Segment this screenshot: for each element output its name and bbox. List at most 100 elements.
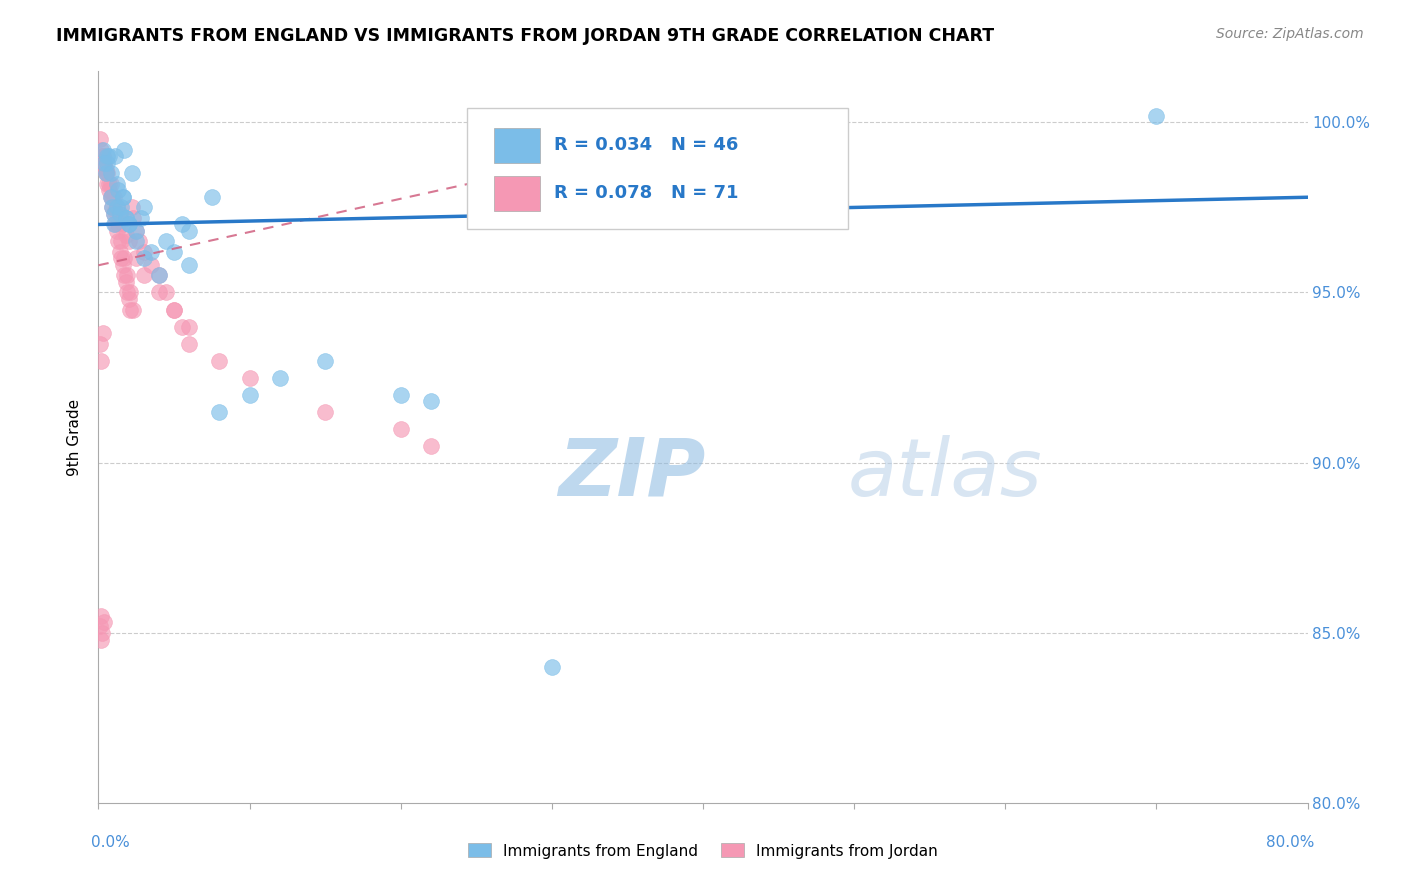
Point (314, 404, 336, 418)
Point (105, 177, 128, 191)
Point (107, 235, 129, 249)
Point (104, 149, 127, 163)
Point (128, 235, 150, 249)
Point (91, 143, 114, 157)
Point (96, 166, 118, 180)
Point (389, 421, 412, 435)
Bar (494, 176, 540, 211)
Point (107, 183, 129, 197)
Point (101, 201, 124, 215)
Point (104, 203, 127, 218)
Point (105, 201, 128, 215)
Point (93, 615, 115, 630)
Point (125, 235, 148, 249)
Bar (494, 128, 540, 163)
Point (121, 166, 143, 180)
Point (125, 252, 148, 266)
Point (93, 156, 115, 170)
Point (121, 201, 143, 215)
Point (132, 252, 155, 266)
Point (101, 190, 124, 204)
Point (208, 353, 231, 368)
Point (89, 336, 111, 351)
Point (148, 268, 170, 283)
Point (132, 268, 155, 283)
Point (91, 149, 114, 163)
Point (163, 244, 186, 259)
Point (132, 244, 155, 259)
Point (170, 319, 193, 334)
Point (110, 252, 132, 266)
Point (201, 190, 224, 204)
Point (148, 285, 170, 300)
Point (112, 143, 135, 157)
Point (96, 156, 118, 170)
Point (155, 235, 177, 249)
Point (107, 218, 129, 232)
Text: R = 0.034   N = 46: R = 0.034 N = 46 (554, 136, 738, 154)
Point (90, 632, 112, 647)
Point (103, 190, 125, 204)
Point (108, 207, 131, 221)
Point (420, 439, 443, 453)
Point (111, 190, 134, 204)
Point (122, 211, 145, 225)
Text: ZIP: ZIP (558, 434, 706, 513)
Point (122, 302, 145, 317)
Point (91, 625, 114, 640)
Point (93, 160, 115, 174)
Point (105, 201, 128, 215)
Text: Source: ZipAtlas.com: Source: ZipAtlas.com (1216, 27, 1364, 41)
Point (103, 207, 125, 221)
Point (125, 224, 148, 238)
Point (118, 293, 141, 307)
Point (101, 201, 124, 215)
Point (114, 227, 136, 242)
Point (91, 149, 114, 163)
Point (114, 275, 136, 289)
Point (105, 224, 128, 238)
Point (120, 285, 142, 300)
Text: atlas: atlas (848, 434, 1043, 513)
Point (314, 353, 336, 368)
Point (90, 143, 112, 157)
Point (100, 166, 122, 180)
Point (118, 218, 141, 232)
Point (1146, 109, 1168, 123)
Point (163, 302, 186, 317)
Point (90, 149, 112, 163)
Point (141, 244, 163, 259)
Point (98, 149, 121, 163)
Point (111, 258, 134, 272)
Point (239, 387, 262, 401)
Point (179, 258, 201, 272)
Point (93, 156, 115, 170)
Point (100, 190, 122, 204)
Point (132, 201, 155, 215)
Point (208, 404, 231, 418)
Point (110, 235, 132, 249)
Point (141, 258, 163, 272)
Point (96, 149, 118, 163)
Point (170, 218, 193, 232)
Point (179, 319, 201, 334)
Point (90, 353, 112, 368)
Y-axis label: 9th Grade: 9th Grade (67, 399, 83, 475)
Point (269, 370, 291, 384)
Point (98, 183, 121, 197)
Point (118, 235, 141, 249)
Point (114, 211, 136, 225)
Point (111, 218, 134, 232)
Point (100, 177, 122, 191)
Text: R = 0.078   N = 71: R = 0.078 N = 71 (554, 184, 738, 202)
FancyBboxPatch shape (467, 108, 848, 228)
Legend: Immigrants from England, Immigrants from Jordan: Immigrants from England, Immigrants from… (463, 838, 943, 864)
Point (540, 659, 562, 673)
Point (94, 163, 117, 178)
Point (108, 211, 131, 225)
Point (108, 244, 131, 259)
Point (96, 177, 118, 191)
Text: IMMIGRANTS FROM ENGLAND VS IMMIGRANTS FROM JORDAN 9TH GRADE CORRELATION CHART: IMMIGRANTS FROM ENGLAND VS IMMIGRANTS FR… (56, 27, 994, 45)
Point (179, 336, 201, 351)
Point (115, 285, 138, 300)
